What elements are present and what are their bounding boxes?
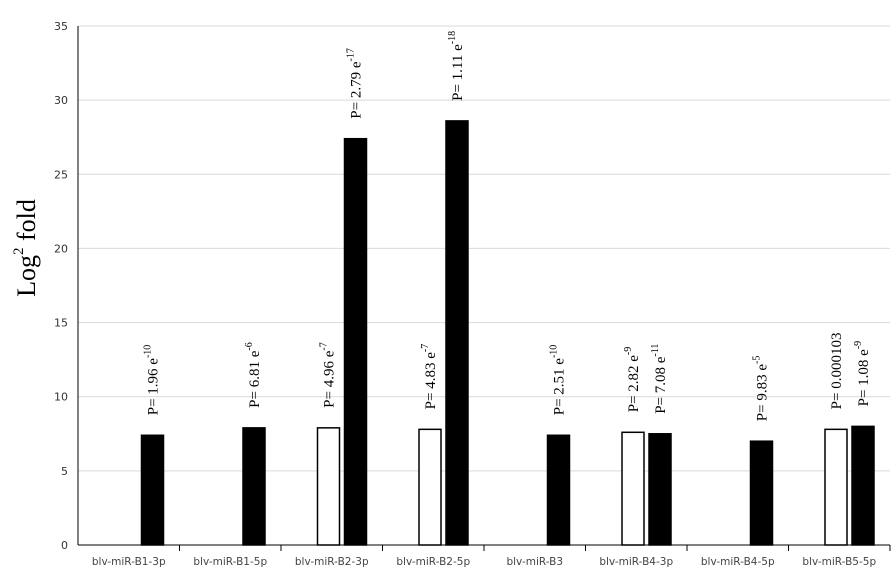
- p-value-label: P= 4.83 e-7: [420, 344, 439, 410]
- y-tick-label: 35: [54, 20, 68, 33]
- p-value-text: P= 1.96 e: [146, 358, 162, 416]
- x-tick-label: blv-miR-B3: [506, 556, 563, 568]
- p-value-exponent: -6: [244, 342, 255, 350]
- p-value-label: P= 2.51 e-10: [549, 345, 568, 416]
- x-tick-label: blv-miR-B5-5p: [802, 556, 876, 568]
- x-tick-label: blv-miR-B4-5p: [701, 556, 775, 568]
- x-axis-ticks: blv-miR-B1-3p blv-miR-B1-5p blv-miR-B2-3p b…: [92, 545, 891, 568]
- y-tick-label: 25: [54, 168, 68, 181]
- p-value-text: P= 0.000103: [829, 333, 845, 410]
- x-tick-label: blv-miR-B4-3p: [599, 556, 673, 568]
- y-tick-label: 0: [61, 539, 68, 552]
- p-value-label: P= 1.08 e-9: [853, 341, 872, 407]
- bars: [140, 120, 875, 546]
- bar-open: [824, 428, 848, 546]
- p-value-text: P= 9.83 e: [755, 364, 771, 422]
- p-value-text: P= 7.08 e: [653, 356, 669, 414]
- y-tick-label: 20: [54, 242, 68, 255]
- bar-open: [418, 428, 442, 546]
- y-tick-label: 15: [54, 317, 68, 330]
- y-axis-label: Log2 fold: [11, 199, 41, 297]
- p-value-exponent: -9: [853, 341, 864, 349]
- y-tick-label: 30: [54, 94, 68, 107]
- p-value-exponent: -11: [650, 344, 661, 357]
- x-tick-label: blv-miR-B1-3p: [92, 556, 166, 568]
- p-value-exponent: -7: [319, 342, 330, 350]
- p-value-label: P= 4.96 e-7: [319, 342, 338, 408]
- p-value-text: P= 1.08 e: [856, 349, 872, 407]
- y-axis-label-rest: fold: [12, 199, 41, 247]
- bar-open: [621, 431, 645, 546]
- p-value-label: P= 9.83 e-5: [752, 356, 771, 422]
- bar-filled: [546, 434, 571, 546]
- p-value-text: P= 1.11 e: [450, 44, 466, 101]
- p-value-text: P= 2.82 e: [626, 355, 642, 413]
- p-value-text: P= 2.51 e: [552, 358, 568, 416]
- p-value-label: P= 2.82 e-9: [623, 347, 642, 413]
- bar-filled: [242, 427, 266, 546]
- p-value-label: P= 6.81 e-6: [244, 342, 263, 408]
- x-tick-label: blv-miR-B1-5p: [193, 556, 267, 568]
- p-value-label: P= 0.000103: [829, 333, 845, 410]
- p-value-exponent: -10: [143, 345, 154, 358]
- p-value-label: P= 1.11 e-18: [447, 31, 466, 101]
- bar-filled: [140, 434, 165, 546]
- x-tick-label: blv-miR-B2-3p: [295, 556, 369, 568]
- bar-filled: [851, 425, 875, 546]
- p-value-exponent: -5: [752, 356, 763, 364]
- y-tick-label: 5: [61, 465, 68, 478]
- p-value-text: P= 4.83 e: [423, 352, 439, 410]
- bar-filled: [749, 440, 774, 546]
- y-axis-label-superscript: 2: [11, 248, 27, 256]
- p-value-exponent: -7: [420, 344, 431, 352]
- p-value-exponent: -10: [549, 345, 560, 358]
- bar-open: [316, 427, 341, 546]
- p-value-label: P= 1.96 e-10: [143, 345, 162, 416]
- p-value-label: P= 7.08 e-11: [650, 344, 669, 414]
- y-tick-label: 10: [54, 391, 68, 404]
- p-value-exponent: -17: [346, 48, 357, 61]
- p-value-exponent: -18: [447, 31, 458, 44]
- y-axis-ticks: 0 5 10 15 20 25 30 35: [54, 20, 68, 552]
- bar-filled: [445, 120, 469, 546]
- gridlines: [78, 25, 890, 472]
- p-value-text: P= 4.96 e: [322, 350, 338, 408]
- p-value-text: P= 6.81 e: [247, 350, 263, 408]
- bar-filled: [343, 137, 368, 546]
- p-value-text: P= 2.79 e: [349, 61, 365, 119]
- p-value-label: P= 2.79 e-17: [346, 48, 365, 119]
- y-axis-label-base: Log: [12, 255, 41, 297]
- bar-filled: [648, 433, 672, 546]
- p-value-labels: P= 4.96 e-7P= 4.83 e-7P= 2.82 e-9 P= 0.00…: [143, 31, 873, 421]
- x-tick-label: blv-miR-B2-5p: [396, 556, 470, 568]
- p-value-exponent: -9: [623, 347, 634, 355]
